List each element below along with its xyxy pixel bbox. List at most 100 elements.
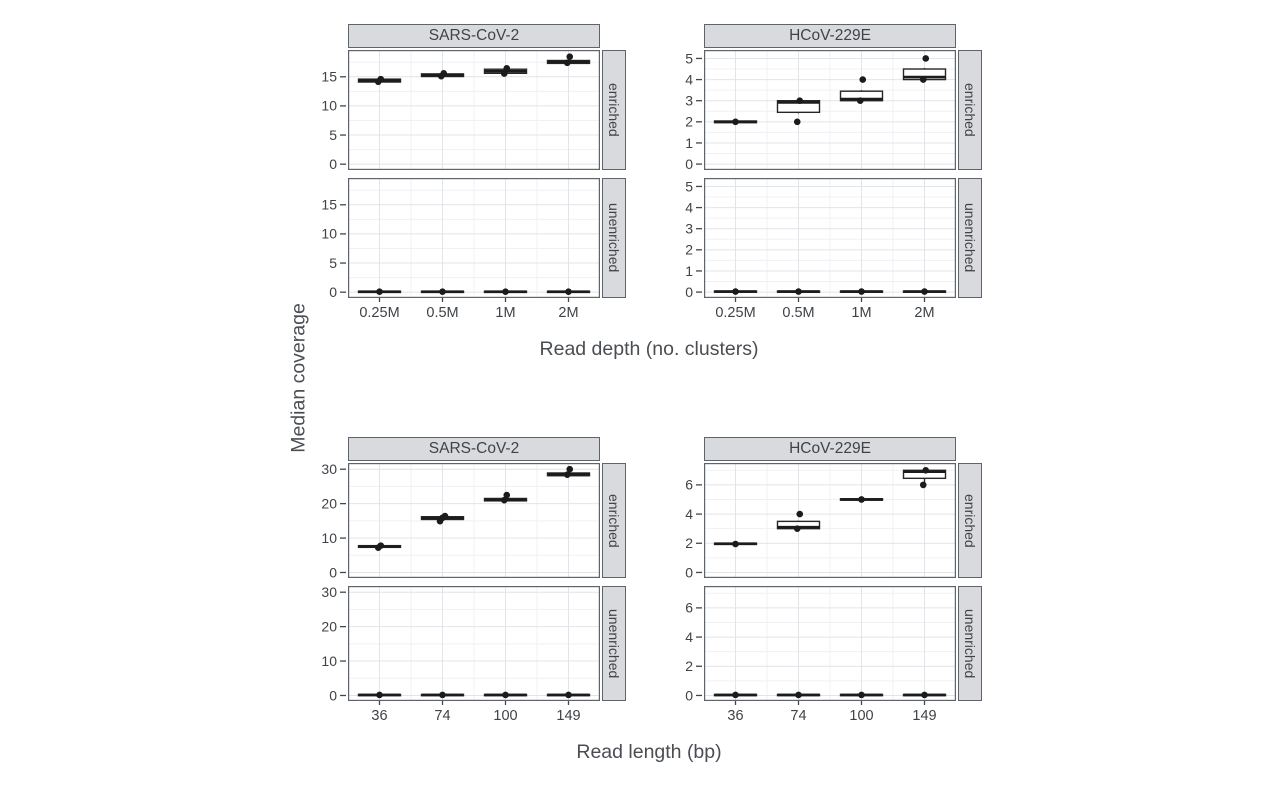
y-tick-label: 4	[685, 199, 693, 215]
boxplot-panel	[704, 463, 956, 578]
gridlines	[704, 178, 956, 298]
facet-strip-condition-label: unenriched	[606, 608, 622, 679]
gridlines	[704, 586, 956, 701]
boxplot	[483, 491, 528, 504]
data-point	[919, 481, 927, 489]
panel-border	[704, 178, 956, 298]
boxplot	[546, 465, 591, 479]
figure-read-length: SARS-CoV-2 0 10 20 30 enriched 0 10 20 30 unen…	[316, 437, 982, 764]
x-tick-label: 149	[912, 708, 936, 724]
data-point	[922, 466, 930, 474]
y-axis-title: Median coverage	[287, 303, 310, 453]
boxplot	[546, 53, 591, 67]
figure-read-depth: SARS-CoV-2 0 5 10 15 enriched 0 5 10 15 unenri…	[316, 24, 982, 361]
y-axis-ticks: 0 2 4 6	[685, 600, 702, 701]
data-point	[793, 118, 801, 126]
x-axis-title: Read depth (no. clusters)	[539, 338, 759, 360]
boxplot	[902, 288, 947, 295]
data-point	[565, 691, 572, 699]
y-tick-label: 30	[321, 586, 337, 600]
facet-strip-condition-label: unenriched	[962, 203, 978, 273]
data-point	[376, 288, 383, 296]
y-tick-label: 0	[329, 284, 337, 298]
boxplot	[839, 288, 884, 295]
data-point	[502, 288, 509, 296]
data-point	[563, 59, 571, 67]
boxplot-panel	[704, 178, 956, 298]
facet-strip-condition-label: unenriched	[606, 203, 622, 273]
x-axis-title: Read length (bp)	[576, 741, 722, 763]
data-point	[376, 691, 383, 699]
data-point	[500, 70, 508, 77]
facet-strip-condition-label: enriched	[606, 83, 622, 137]
boxplot	[357, 542, 402, 552]
y-axis-ticks: 0 1 2 3 4 5	[685, 50, 702, 170]
boxplot-panel	[348, 463, 600, 578]
y-tick-label: 2	[685, 114, 693, 130]
y-tick-label: 4	[685, 71, 693, 87]
boxplot	[713, 288, 758, 295]
facet-readdepth-hcov-229e: HCoV-229E 0 1 2 3 4 5 enriched 0 1 2 3 4 5 unenric…	[672, 24, 982, 322]
data-point	[439, 288, 446, 296]
x-tick-label: 74	[790, 708, 806, 724]
y-tick-label: 15	[321, 69, 337, 85]
data-point	[439, 691, 446, 699]
x-tick-label: 2M	[914, 305, 934, 321]
data-point	[795, 288, 802, 295]
x-tick-label: 100	[849, 708, 873, 724]
facet-strip-virus: HCoV-229E	[704, 437, 956, 461]
y-tick-label: 6	[685, 477, 693, 493]
boxplot	[483, 691, 528, 699]
boxplot	[713, 118, 758, 126]
facet-strip-condition-label: enriched	[962, 83, 978, 137]
y-tick-label: 2	[685, 242, 693, 258]
facet-readdepth-sars-cov-2: SARS-CoV-2 0 5 10 15 enriched 0 5 10 15 unenri…	[316, 24, 626, 322]
data-point	[795, 691, 802, 699]
y-axis-ticks: 0 10 20 30	[321, 463, 346, 578]
y-tick-label: 15	[321, 197, 337, 213]
y-tick-label: 20	[321, 618, 337, 634]
boxplot	[902, 691, 947, 699]
facet-strip-virus-label: HCoV-229E	[789, 27, 871, 44]
x-tick-label: 2M	[558, 305, 578, 321]
data-point	[440, 70, 448, 77]
boxplot	[420, 288, 465, 296]
y-tick-label: 10	[321, 98, 337, 114]
boxplot	[713, 691, 758, 699]
boxplot	[546, 288, 591, 296]
y-tick-label: 2	[685, 658, 693, 674]
facet-strip-virus: HCoV-229E	[704, 24, 956, 48]
x-tick-label: 74	[434, 708, 450, 724]
boxplot-panel	[704, 586, 956, 701]
boxplot	[776, 288, 821, 295]
boxplot	[357, 75, 402, 86]
facet-strip-condition-label: enriched	[962, 493, 978, 548]
y-tick-label: 4	[685, 629, 693, 645]
facet-strip-condition: enriched	[958, 463, 982, 578]
facet-strip-condition-label: unenriched	[962, 608, 978, 679]
panel-border	[348, 463, 600, 578]
y-tick-label: 1	[685, 135, 693, 151]
boxplot	[420, 512, 465, 525]
boxplot-panel	[348, 50, 600, 170]
data-point	[921, 691, 928, 699]
facet-strip-virus-label: SARS-CoV-2	[428, 27, 520, 44]
boxplot-panel	[348, 586, 600, 701]
data-point	[732, 118, 739, 126]
data-point	[503, 65, 511, 72]
x-tick-label: 0.5M	[782, 305, 814, 321]
gridlines	[348, 50, 600, 170]
data-point	[377, 542, 385, 549]
facet-readlength-sars-cov-2: SARS-CoV-2 0 10 20 30 enriched 0 10 20 30 unen…	[316, 437, 626, 727]
y-axis-ticks: 0 5 10 15	[321, 197, 346, 298]
x-axis-ticks: 36 74 100 149	[727, 701, 937, 724]
y-axis-ticks: 0 10 20 30	[321, 586, 346, 701]
x-tick-label: 0.25M	[715, 305, 755, 321]
facet-strip-condition-label: enriched	[606, 493, 622, 548]
boxplot	[776, 97, 821, 126]
facet-strip-virus: SARS-CoV-2	[348, 24, 600, 48]
x-tick-label: 36	[371, 708, 387, 724]
facet-strip-condition: unenriched	[958, 586, 982, 701]
gridlines	[348, 463, 600, 578]
